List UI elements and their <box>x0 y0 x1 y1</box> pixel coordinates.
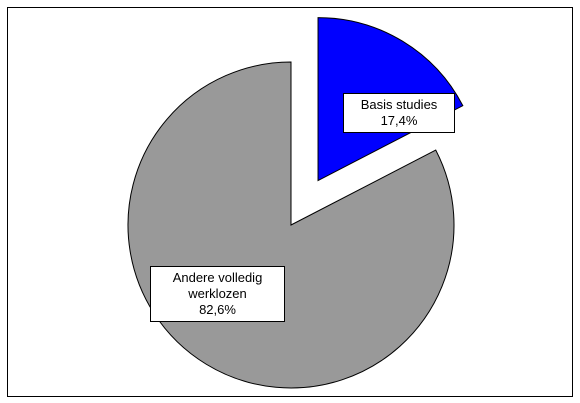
value-label: 82,6% <box>199 302 236 317</box>
category-label: Andere volledig werklozen <box>172 270 263 301</box>
value-label: 17,4% <box>380 113 418 128</box>
slice-label: Andere volledig werklozen 82,6% <box>150 266 285 322</box>
category-label: Basis studies <box>360 97 438 112</box>
slice-label: Basis studies 17,4% <box>343 93 455 133</box>
